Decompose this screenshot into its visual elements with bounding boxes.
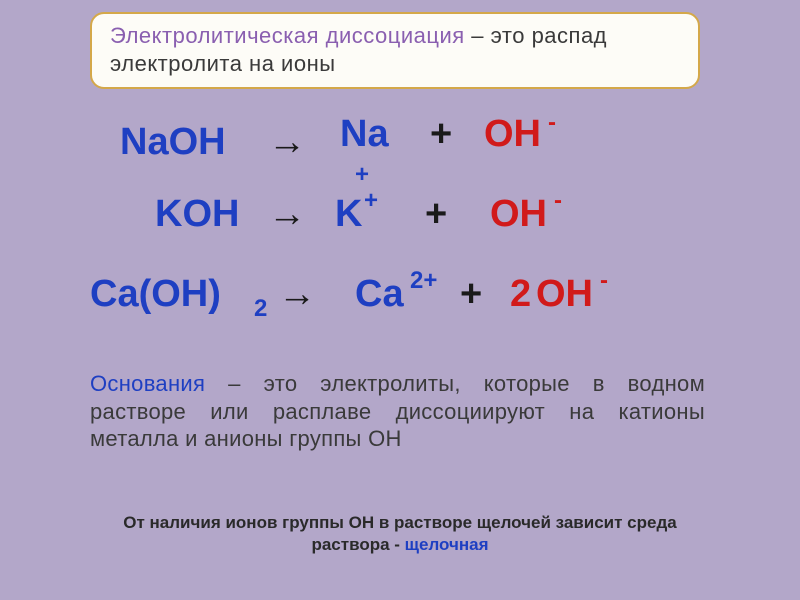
eq1-anion: OH xyxy=(484,115,541,153)
eq3-cation-charge: 2+ xyxy=(410,269,437,293)
equation-koh: KOH → K + + OH - xyxy=(0,177,800,239)
definition-term: Электролитическая диссоциация xyxy=(110,23,465,48)
eq3-coeff: 2 xyxy=(510,275,531,313)
plus-icon: + xyxy=(460,275,482,313)
eq3-cation: Ca xyxy=(355,275,404,313)
arrow-icon: → xyxy=(278,275,316,313)
footnote-line2a: раствора - xyxy=(311,535,404,554)
equations-area: NaOH → Na + + OH - KOH → K + + OH - Ca(O… xyxy=(0,115,800,341)
eq3-lhs-sub: 2 xyxy=(254,297,267,321)
eq1-anion-charge: - xyxy=(548,111,556,135)
footnote-line1: От наличия ионов группы ОН в растворе ще… xyxy=(123,513,676,532)
definition-box: Электролитическая диссоциация – это расп… xyxy=(90,12,700,89)
bases-definition: Основания – это электролиты, которые в в… xyxy=(90,370,705,453)
eq2-anion: OH xyxy=(490,195,547,233)
eq1-lhs: NaOH xyxy=(120,123,226,161)
equation-caoh2: Ca(OH) 2 → Ca 2+ + 2 OH - xyxy=(0,267,800,341)
eq3-anion-charge: - xyxy=(600,269,608,293)
bases-term: Основания xyxy=(90,371,205,396)
footnote: От наличия ионов группы ОН в растворе ще… xyxy=(60,512,740,556)
plus-icon: + xyxy=(430,115,452,153)
eq2-lhs: KOH xyxy=(155,195,239,233)
equation-naoh: NaOH → Na + + OH - xyxy=(0,115,800,177)
eq2-anion-charge: - xyxy=(554,189,562,213)
eq2-cation-charge: + xyxy=(364,189,378,213)
eq1-cation: Na xyxy=(340,115,389,153)
eq3-anion: OH xyxy=(536,275,593,313)
arrow-icon: → xyxy=(268,195,306,233)
eq2-cation: K xyxy=(335,195,362,233)
eq3-lhs: Ca(OH) xyxy=(90,275,221,313)
arrow-icon: → xyxy=(268,123,306,161)
footnote-alkaline: щелочная xyxy=(405,535,489,554)
plus-icon: + xyxy=(425,195,447,233)
